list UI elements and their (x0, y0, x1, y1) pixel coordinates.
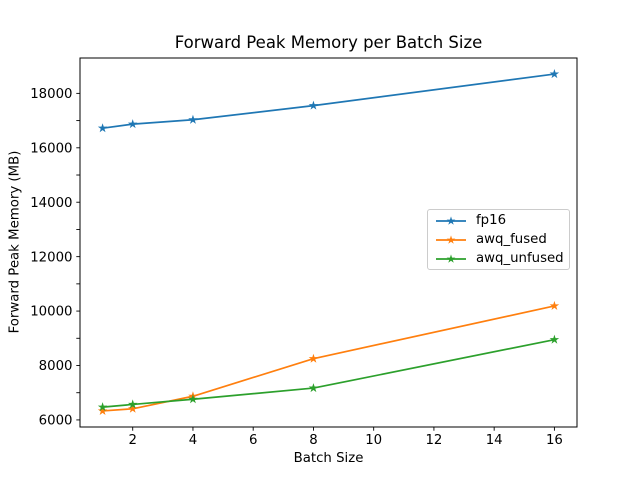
chart-title: Forward Peak Memory per Batch Size (174, 33, 483, 52)
y-tick-label: 6000 (39, 414, 73, 429)
data-point-marker (549, 334, 560, 344)
legend-label: fp16 (476, 212, 507, 228)
y-tick-label: 14000 (30, 196, 72, 211)
data-point-marker (97, 402, 108, 412)
legend-sample-star (446, 234, 456, 244)
y-axis: 6000 8000 10000 12000 14000 16000 18000 (30, 87, 80, 429)
legend-label: awq_unfused (476, 250, 564, 266)
axes-frame (79, 57, 578, 428)
legend-sample-star (446, 215, 456, 225)
legend-label: awq_fused (476, 231, 547, 247)
series-fp16 (97, 69, 560, 133)
y-tick-label: 16000 (30, 141, 72, 156)
data-point-marker (127, 403, 138, 413)
data-point-marker (97, 405, 108, 415)
data-point-marker (549, 69, 560, 79)
y-axis-label: Forward Peak Memory (MB) (7, 150, 23, 334)
series-awq_fused (97, 300, 560, 415)
x-axis-label: Batch Size (293, 451, 364, 466)
x-tick-label: 8 (309, 433, 317, 448)
legend: fp16 awq_fused awq_unfused (427, 209, 570, 270)
x-tick-label: 14 (486, 433, 503, 448)
x-tick-label: 16 (546, 433, 563, 448)
legend-item-awq-unfused: awq_unfused (435, 249, 564, 268)
series-line (102, 305, 555, 412)
data-point-marker (188, 394, 198, 404)
data-point-marker (188, 114, 198, 124)
x-tick-label: 4 (189, 433, 197, 448)
data-point-marker (97, 123, 108, 133)
legend-item-awq-fused: awq_fused (435, 230, 562, 249)
y-tick-label: 18000 (30, 87, 72, 102)
legend-sample-star (446, 253, 456, 263)
legend-line-star-icon (436, 215, 466, 225)
series-line (102, 73, 555, 130)
data-point-marker (308, 353, 319, 363)
legend-line-star-icon (436, 253, 466, 263)
x-tick-label: 6 (249, 433, 257, 448)
x-tick-label: 2 (128, 433, 136, 448)
legend-item-fp16: fp16 (435, 211, 562, 230)
data-point-marker (308, 383, 319, 393)
series-line (102, 338, 555, 408)
series-awq_unfused (97, 334, 560, 412)
data-point-marker (308, 100, 319, 110)
y-tick-label: 8000 (39, 359, 73, 374)
y-tick-label: 12000 (30, 250, 72, 265)
x-tick-label: 12 (425, 433, 442, 448)
x-tick-label: 10 (365, 433, 382, 448)
data-point-marker (127, 119, 138, 129)
x-axis: 2 4 6 8 10 12 14 16 (128, 427, 563, 448)
y-tick-label: 10000 (30, 305, 72, 320)
legend-line-star-icon (436, 234, 466, 244)
data-point-marker (549, 300, 560, 310)
data-point-marker (127, 399, 138, 409)
